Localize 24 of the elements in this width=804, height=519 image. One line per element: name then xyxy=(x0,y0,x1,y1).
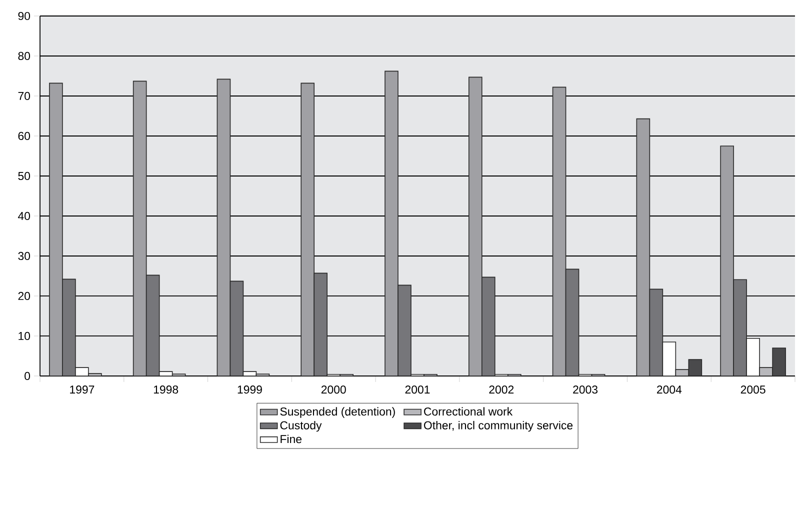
y-tick-label: 40 xyxy=(18,212,30,220)
legend-label: Fine xyxy=(280,434,302,444)
y-tick-label: 30 xyxy=(18,252,30,260)
x-tick-label: 1999 xyxy=(238,386,262,394)
y-tick-label: 90 xyxy=(18,12,30,20)
legend-label: Custody xyxy=(280,420,322,432)
y-tick-label: 70 xyxy=(18,92,30,100)
x-tick-label: 1997 xyxy=(70,386,94,394)
x-tick-label: 2005 xyxy=(740,386,766,394)
y-tick-label: 0 xyxy=(24,372,30,380)
y-tick-label: 60 xyxy=(18,132,30,140)
x-tick-label: 2004 xyxy=(657,386,682,394)
legend-label: Other, incl community service xyxy=(424,420,573,432)
y-tick-label: 50 xyxy=(18,172,30,180)
x-tick-label: 2000 xyxy=(321,386,346,394)
x-tick-label: 2002 xyxy=(489,386,514,394)
legend-label: Correctional work xyxy=(424,407,513,416)
y-tick-label: 10 xyxy=(18,332,30,340)
legend-label: Suspended (detention) xyxy=(280,407,395,418)
x-tick-label: 1998 xyxy=(154,386,178,394)
y-tick-label: 80 xyxy=(18,52,30,60)
y-tick-label: 20 xyxy=(18,292,30,300)
x-tick-label: 2003 xyxy=(573,386,598,394)
x-tick-label: 2001 xyxy=(405,386,430,394)
